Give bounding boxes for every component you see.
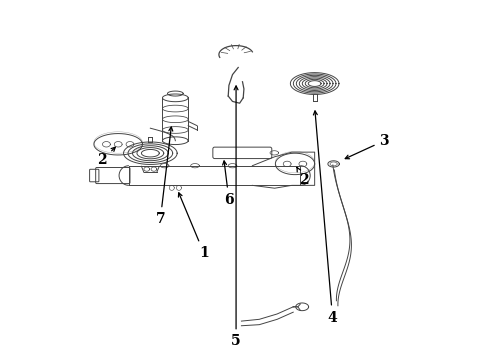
Text: 7: 7 <box>155 127 173 226</box>
Text: 4: 4 <box>314 111 338 324</box>
Text: 3: 3 <box>345 134 389 159</box>
Text: 2: 2 <box>297 167 309 187</box>
Text: 5: 5 <box>231 86 241 348</box>
Text: 1: 1 <box>178 193 209 260</box>
Text: 2: 2 <box>98 147 115 167</box>
Text: 6: 6 <box>222 161 234 207</box>
